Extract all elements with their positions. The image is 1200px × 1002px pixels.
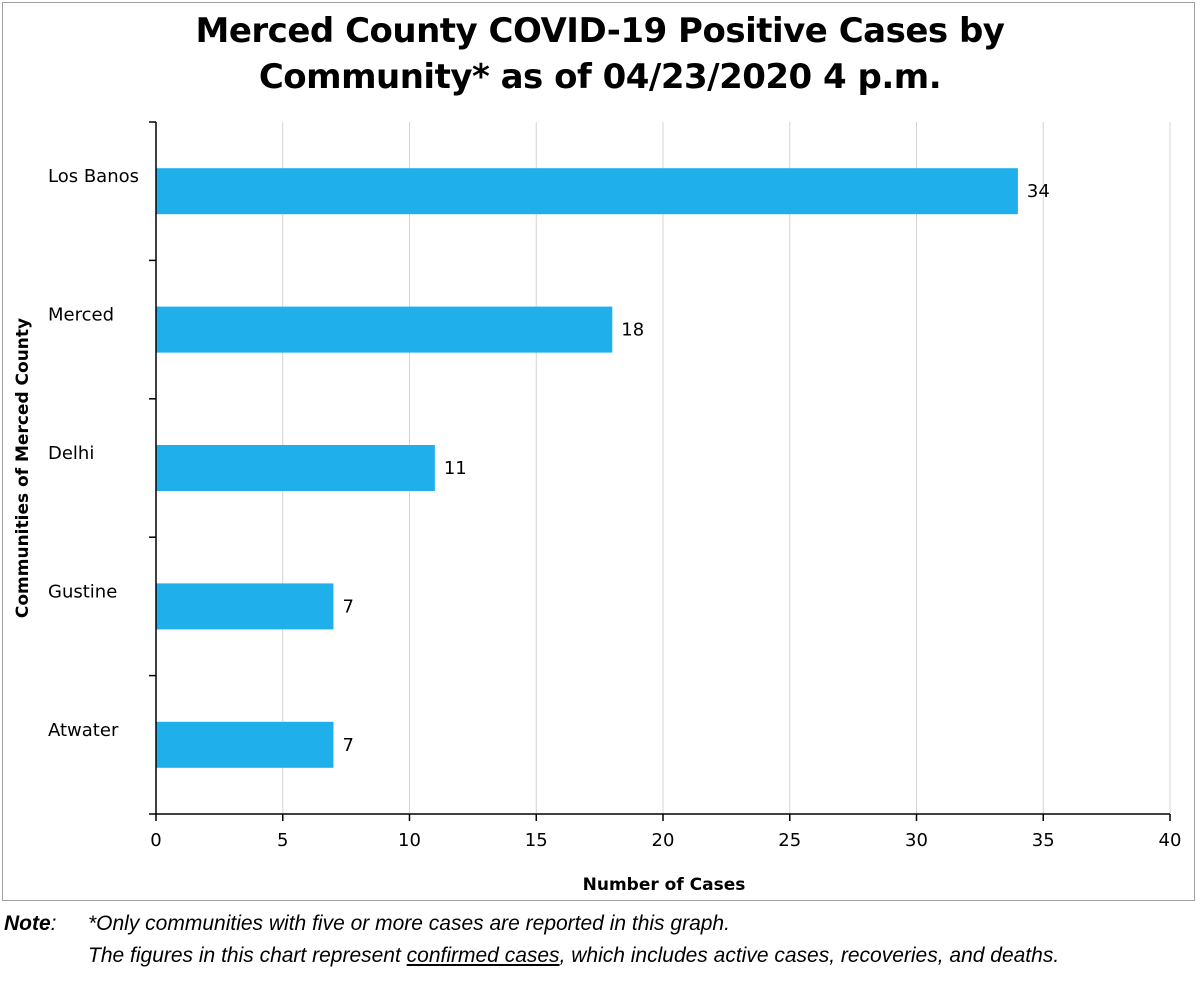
x-tick-label-25: 25 [778,830,801,851]
note-label: Note: [4,910,57,938]
x-tick-label-0: 0 [150,830,161,851]
category-label-delhi: Delhi [48,443,94,464]
category-label-atwater: Atwater [48,720,119,741]
bar-los-banos [156,168,1018,215]
data-label-los-banos: 34 [1027,181,1050,202]
x-tick-label-5: 5 [277,830,288,851]
x-tick-label-35: 35 [1032,830,1055,851]
x-axis-title: Number of Cases [583,875,746,895]
x-tick-label-20: 20 [652,830,675,851]
data-label-delhi: 11 [444,458,467,479]
note-line-2-end: , which includes active cases, recoverie… [559,944,1060,967]
x-tick-label-10: 10 [398,830,421,851]
category-label-los-banos: Los Banos [48,166,139,187]
chart-title-line-2: Community* as of 04/23/2020 4 p.m. [258,57,942,97]
x-tick-label-15: 15 [525,830,548,851]
x-tick-label-40: 40 [1159,830,1182,851]
note-colon: : [50,912,57,935]
bar-merced [156,306,613,353]
bar-gustine [156,583,334,630]
note-line-1: *Only communities with five or more case… [88,912,730,935]
data-label-atwater: 7 [342,735,353,756]
chart-title: Merced County COVID-19 Positive Cases by… [0,8,1200,100]
bar-delhi [156,445,435,491]
category-label-gustine: Gustine [48,581,117,602]
x-tick-label-30: 30 [905,830,928,851]
chart-title-line-1: Merced County COVID-19 Positive Cases by [195,11,1005,51]
bar-atwater [156,721,334,768]
data-label-merced: 18 [621,320,644,341]
y-axis-title: Communities of Merced County [13,318,33,618]
bar-chart: Los Banos 34 Merced 18 Delhi 11 Gustine 7 Atwate… [13,121,1182,895]
data-label-gustine: 7 [342,596,353,617]
note-line-2-start: The figures in this chart represent [88,944,407,967]
note-line-2: The figures in this chart represent conf… [88,942,1138,970]
note-confirmed-cases: confirmed cases [406,944,560,967]
note-label-text: Note [4,912,51,935]
category-label-merced: Merced [48,305,114,326]
